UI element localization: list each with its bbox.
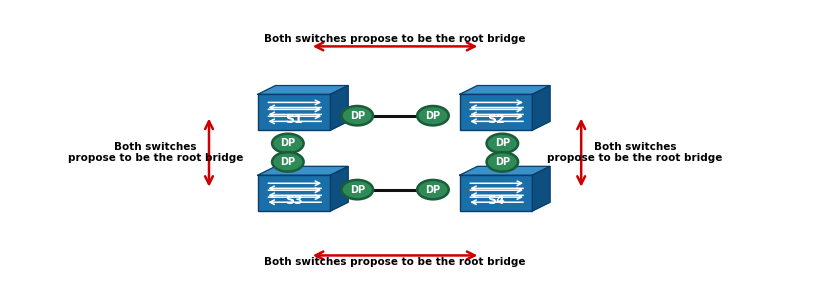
Text: DP: DP (426, 184, 440, 195)
FancyBboxPatch shape (460, 175, 532, 211)
Text: Both switches
propose to be the root bridge: Both switches propose to be the root bri… (547, 142, 723, 164)
Text: S3: S3 (286, 194, 303, 207)
Text: DP: DP (350, 111, 365, 121)
Ellipse shape (342, 180, 373, 199)
Text: DP: DP (280, 138, 295, 148)
FancyBboxPatch shape (258, 175, 330, 211)
Ellipse shape (487, 134, 518, 153)
Text: DP: DP (495, 138, 510, 148)
Text: DP: DP (350, 184, 365, 195)
Ellipse shape (272, 152, 304, 172)
Polygon shape (460, 167, 550, 175)
Polygon shape (532, 167, 550, 211)
Polygon shape (258, 167, 348, 175)
Text: DP: DP (280, 157, 295, 167)
Text: DP: DP (495, 157, 510, 167)
Text: S4: S4 (487, 194, 505, 207)
Text: Both switches propose to be the root bridge: Both switches propose to be the root bri… (265, 257, 526, 267)
Polygon shape (258, 85, 348, 94)
Text: Both switches
propose to be the root bridge: Both switches propose to be the root bri… (68, 142, 243, 164)
Ellipse shape (272, 134, 304, 153)
Text: Both switches propose to be the root bridge: Both switches propose to be the root bri… (265, 34, 526, 44)
Ellipse shape (342, 106, 373, 125)
Ellipse shape (417, 180, 449, 199)
Polygon shape (330, 167, 348, 211)
FancyBboxPatch shape (460, 94, 532, 130)
FancyBboxPatch shape (258, 94, 330, 130)
Text: DP: DP (426, 111, 440, 121)
Text: S2: S2 (487, 113, 505, 126)
Ellipse shape (417, 106, 449, 125)
Ellipse shape (487, 152, 518, 172)
Polygon shape (460, 85, 550, 94)
Polygon shape (330, 85, 348, 130)
Text: S1: S1 (285, 113, 303, 126)
Polygon shape (532, 85, 550, 130)
